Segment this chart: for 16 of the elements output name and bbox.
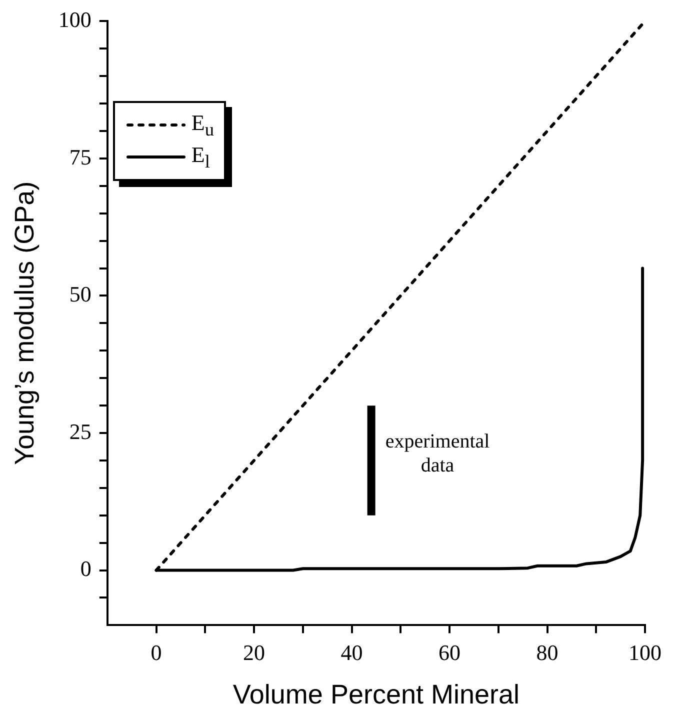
x-tick-label: 0	[150, 640, 162, 666]
x-tick-label: 20	[243, 640, 266, 666]
y-tick-label: 100	[58, 6, 92, 32]
y-tick-label: 25	[69, 418, 92, 444]
legend-label: E$_{u}$	[191, 110, 214, 140]
y-tick-label: 0	[80, 556, 92, 582]
y-axis-title: Young’s modulus (GPa)	[10, 181, 40, 466]
x-tick-label: 40	[340, 640, 363, 666]
x-tick-label: 80	[536, 640, 558, 666]
legend-label: E$_{l}$	[191, 142, 210, 172]
x-tick-label: 60	[438, 640, 461, 666]
annotation: experimental data	[385, 430, 490, 477]
x-tick-label: 100	[628, 640, 662, 666]
y-tick-label: 75	[69, 144, 92, 170]
x-axis-title: Volume Percent Mineral	[232, 679, 520, 710]
y-tick-label: 50	[69, 282, 92, 307]
